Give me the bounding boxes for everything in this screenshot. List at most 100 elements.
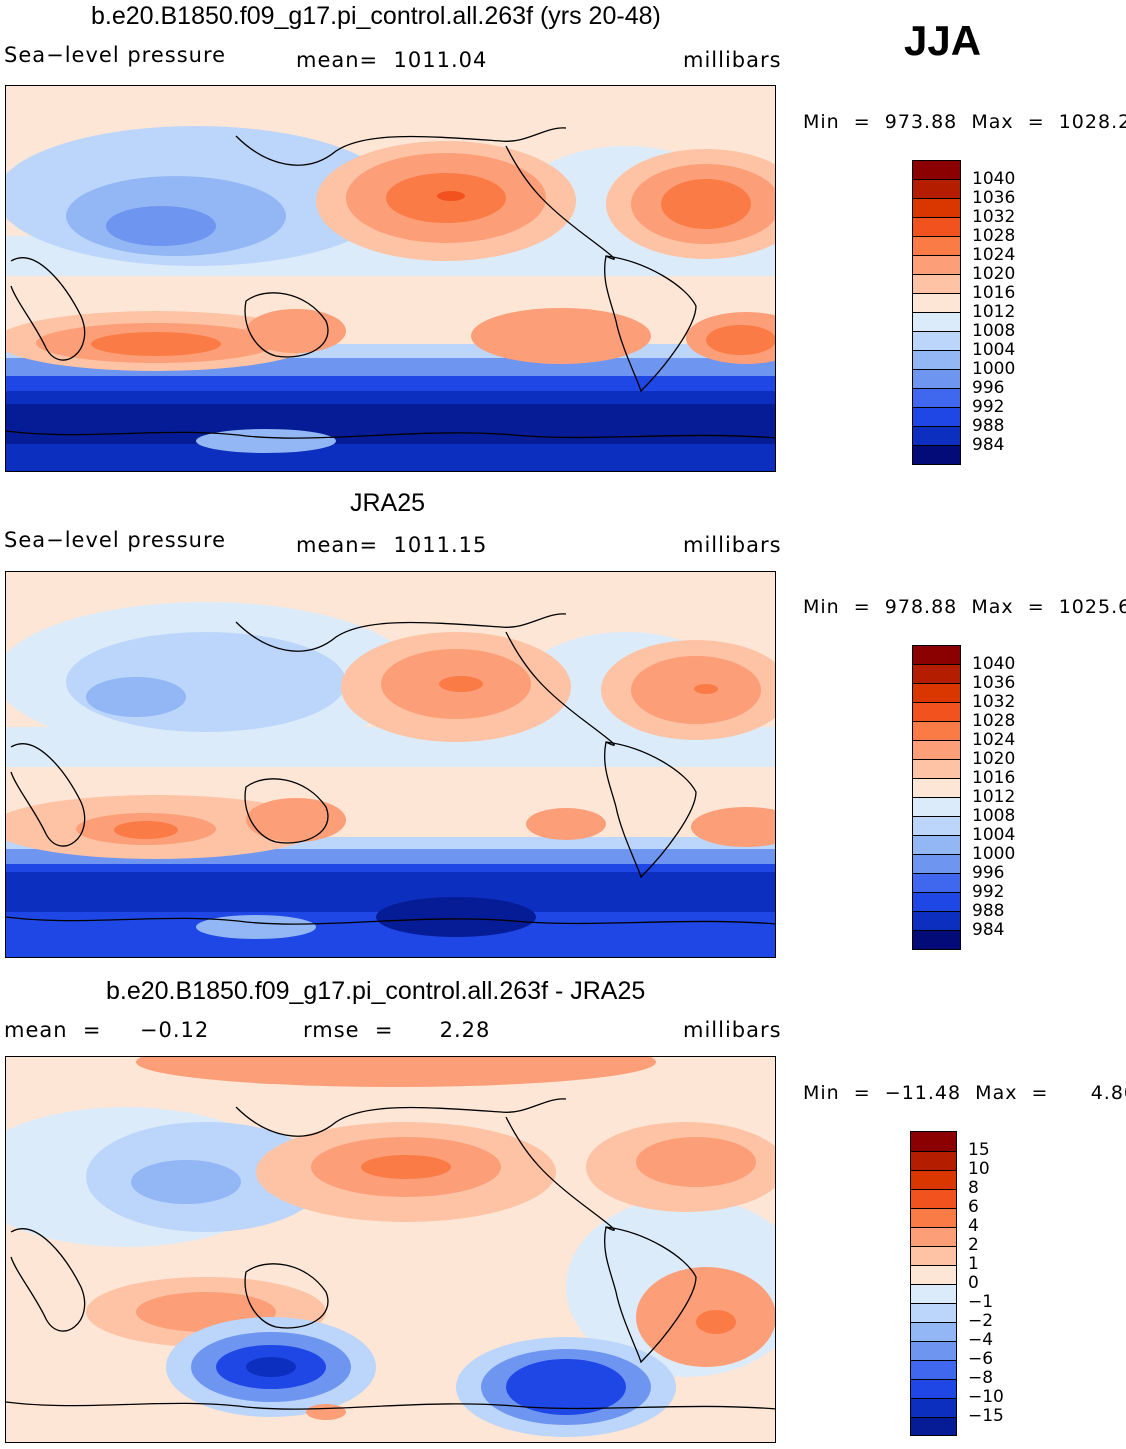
colorbar-tick: 1012 <box>972 302 1016 322</box>
colorbar-swatch <box>911 1247 956 1266</box>
colorbar-swatch <box>911 1304 956 1323</box>
colorbar-swatch <box>911 1266 956 1285</box>
colorbar-tick: 1040 <box>972 654 1016 674</box>
panel-3-contour-plot <box>6 1057 775 1442</box>
colorbar-swatch <box>913 313 960 332</box>
colorbar-tick: 1020 <box>972 749 1016 769</box>
panel-2-colorbar <box>912 645 961 950</box>
panel-2-title: JRA25 <box>350 489 426 517</box>
colorbar-tick: −1 <box>968 1292 994 1312</box>
colorbar-tick: 1000 <box>972 359 1016 379</box>
colorbar-tick: 1024 <box>972 730 1016 750</box>
colorbar-swatch <box>913 722 960 741</box>
colorbar-swatch <box>911 1323 956 1342</box>
colorbar-tick: −4 <box>968 1330 994 1350</box>
colorbar-tick: 996 <box>972 863 1005 883</box>
colorbar-swatch <box>913 199 960 218</box>
colorbar-tick: 1016 <box>972 283 1016 303</box>
colorbar-tick: 988 <box>972 901 1005 921</box>
colorbar-swatch <box>911 1152 956 1171</box>
colorbar-tick: 1008 <box>972 806 1016 826</box>
colorbar-swatch <box>911 1399 956 1418</box>
colorbar-tick: 4 <box>968 1216 979 1236</box>
panel-1-mean-label: mean= 1011.04 <box>296 48 488 72</box>
colorbar-swatch <box>911 1171 956 1190</box>
panel-2-colorbar-ticks: 1040 1036 1032 1028 1024 1020 1016 1012 … <box>972 655 1015 940</box>
colorbar-swatch <box>911 1361 956 1380</box>
colorbar-swatch <box>911 1190 956 1209</box>
colorbar-swatch <box>911 1342 956 1361</box>
colorbar-swatch <box>913 646 960 665</box>
colorbar-tick: 15 <box>968 1140 990 1160</box>
panel-1-left-label: Sea−level pressure <box>4 43 227 67</box>
panel-1-map <box>5 85 776 472</box>
colorbar-tick: 1012 <box>972 787 1016 807</box>
colorbar-swatch <box>913 237 960 256</box>
colorbar-tick: 992 <box>972 397 1005 417</box>
colorbar-tick: 10 <box>968 1159 990 1179</box>
colorbar-swatch <box>911 1418 956 1435</box>
colorbar-tick: 1004 <box>972 340 1016 360</box>
colorbar-swatch <box>913 370 960 389</box>
colorbar-tick: 1028 <box>972 226 1016 246</box>
colorbar-tick: 988 <box>972 416 1005 436</box>
colorbar-swatch <box>913 760 960 779</box>
colorbar-swatch <box>913 893 960 912</box>
colorbar-tick: −10 <box>968 1387 1004 1407</box>
panel-3-units-label: millibars <box>683 1018 782 1042</box>
colorbar-swatch <box>913 408 960 427</box>
colorbar-tick: 1036 <box>972 188 1016 208</box>
panel-2-map <box>5 571 776 958</box>
panel-1-units-label: millibars <box>683 48 782 72</box>
colorbar-swatch <box>913 427 960 446</box>
colorbar-swatch <box>913 779 960 798</box>
colorbar-swatch <box>913 931 960 949</box>
colorbar-tick: −15 <box>968 1406 1004 1426</box>
panel-1-colorbar <box>912 160 961 465</box>
colorbar-swatch <box>913 798 960 817</box>
colorbar-tick: 1020 <box>972 264 1016 284</box>
colorbar-tick: 984 <box>972 435 1005 455</box>
colorbar-tick: 1 <box>968 1254 979 1274</box>
panel-3-colorbar-ticks: 15 10 8 6 4 2 1 0 −1 −2 −4 −6 −8 −10 −15 <box>968 1141 1004 1426</box>
panel-1-contour-plot <box>6 86 775 471</box>
colorbar-tick: 1040 <box>972 169 1016 189</box>
panel-2-minmax: Min = 978.88 Max = 1025.66 <box>803 596 1126 618</box>
colorbar-swatch <box>913 351 960 370</box>
colorbar-tick: 0 <box>968 1273 979 1293</box>
colorbar-tick: 8 <box>968 1178 979 1198</box>
colorbar-swatch <box>913 817 960 836</box>
colorbar-swatch <box>913 874 960 893</box>
colorbar-tick: −6 <box>968 1349 994 1369</box>
panel-3-map <box>5 1056 776 1443</box>
colorbar-tick: 984 <box>972 920 1005 940</box>
panel-2-mean-label: mean= 1011.15 <box>296 533 488 557</box>
colorbar-swatch <box>913 665 960 684</box>
colorbar-swatch <box>913 218 960 237</box>
panel-3-mean-label: mean = −0.12 <box>4 1018 210 1042</box>
panel-2-left-label: Sea−level pressure <box>4 528 227 552</box>
panel-3-rmse-label: rmse = 2.28 <box>303 1018 491 1042</box>
colorbar-tick: 1028 <box>972 711 1016 731</box>
colorbar-swatch <box>913 332 960 351</box>
colorbar-swatch <box>911 1380 956 1399</box>
colorbar-swatch <box>913 684 960 703</box>
colorbar-swatch <box>911 1209 956 1228</box>
colorbar-swatch <box>913 161 960 180</box>
colorbar-swatch <box>911 1285 956 1304</box>
season-label: JJA <box>904 17 982 64</box>
panel-2-contour-plot <box>6 572 775 957</box>
colorbar-swatch <box>913 180 960 199</box>
colorbar-swatch <box>913 256 960 275</box>
colorbar-tick: 1008 <box>972 321 1016 341</box>
colorbar-swatch <box>913 836 960 855</box>
colorbar-tick: 1024 <box>972 245 1016 265</box>
panel-3-minmax: Min = −11.48 Max = 4.80 <box>803 1082 1126 1104</box>
colorbar-swatch <box>913 855 960 874</box>
colorbar-tick: 1032 <box>972 207 1016 227</box>
colorbar-swatch <box>913 294 960 313</box>
panel-3-title: b.e20.B1850.f09_g17.pi_control.all.263f … <box>106 977 646 1005</box>
colorbar-swatch <box>913 912 960 931</box>
colorbar-swatch <box>913 741 960 760</box>
panel-1-minmax: Min = 973.88 Max = 1028.29 <box>803 111 1126 133</box>
